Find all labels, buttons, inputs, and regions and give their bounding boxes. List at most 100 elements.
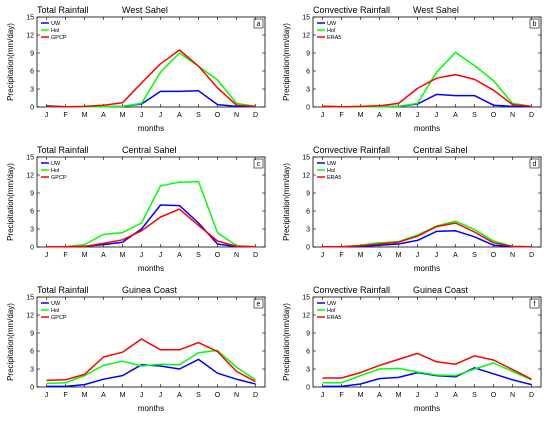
x-tick-label: D: [253, 112, 258, 119]
x-tick-label: J: [159, 252, 163, 259]
panel-letter: b: [533, 21, 537, 28]
plot-frame: [36, 296, 266, 388]
panel-letter-box: [529, 298, 540, 309]
x-tick-label: J: [416, 112, 420, 119]
x-tick-label: N: [234, 112, 239, 119]
y-tick-label: 9: [30, 191, 34, 198]
legend-label-uw: UW: [51, 161, 61, 167]
x-tick-label: J: [140, 252, 144, 259]
x-tick-label: J: [159, 112, 163, 119]
x-tick-label: M: [120, 112, 126, 119]
legend-label-uw: UW: [327, 301, 337, 307]
y-tick-label: 0: [30, 245, 34, 252]
y-tick-label: 6: [306, 209, 310, 216]
panel-a: Total Rainfall West Sahel a 0 3 6 9 12 15 J F M A M J J…: [6, 5, 266, 133]
x-tick-label: S: [196, 252, 201, 259]
x-tick-label: F: [339, 112, 343, 119]
panel-letter: a: [257, 21, 261, 28]
y-tick-label: 12: [26, 313, 34, 320]
y-axis-label: Precipitation(mm/day): [282, 303, 291, 381]
x-tick-label: J: [45, 252, 49, 259]
series-line-uw: [46, 358, 256, 388]
y-tick-label: 6: [306, 349, 310, 356]
series-line-hol: [322, 220, 532, 248]
y-axis-label: Precipitation(mm/day): [282, 163, 291, 241]
y-tick-label: 0: [306, 245, 310, 252]
panel-letter-box: [529, 18, 540, 29]
legend-label-era5: ERA5: [327, 175, 341, 181]
x-tick-label: N: [234, 392, 239, 399]
legend-label-uw: UW: [51, 21, 61, 27]
panel-subtitle: Guinea Coast: [413, 285, 469, 295]
legend-label-uw: UW: [51, 301, 61, 307]
y-tick-label: 6: [30, 349, 34, 356]
y-tick-label: 0: [306, 105, 310, 112]
x-tick-label: A: [177, 252, 182, 259]
x-tick-label: J: [140, 112, 144, 119]
panel-subtitle: Central Sahel: [122, 145, 177, 155]
y-tick-label: 0: [30, 105, 34, 112]
y-tick-label: 3: [306, 87, 310, 94]
legend-label-era5: ERA5: [327, 315, 341, 321]
x-tick-label: A: [101, 392, 106, 399]
x-tick-label: O: [215, 252, 221, 259]
series-line-gpcp: [46, 208, 256, 248]
y-tick-label: 12: [302, 173, 310, 180]
x-tick-label: O: [215, 392, 221, 399]
y-tick-label: 6: [30, 209, 34, 216]
y-tick-label: 0: [306, 385, 310, 392]
x-tick-label: S: [196, 392, 201, 399]
x-tick-label: O: [491, 252, 497, 259]
x-tick-label: N: [510, 112, 515, 119]
x-tick-label: A: [177, 392, 182, 399]
x-tick-label: M: [396, 112, 402, 119]
x-tick-label: S: [472, 392, 477, 399]
y-axis-label: Precipitation(mm/day): [6, 23, 15, 101]
x-tick-label: M: [82, 252, 88, 259]
x-tick-label: A: [377, 112, 382, 119]
x-tick-label: M: [82, 112, 88, 119]
x-tick-label: J: [321, 112, 325, 119]
x-axis-label: months: [138, 404, 164, 413]
x-tick-label: J: [159, 392, 163, 399]
x-tick-label: N: [510, 252, 515, 259]
panel-title: Total Rainfall: [37, 145, 89, 155]
legend-label-gpcp: GPCP: [51, 315, 67, 321]
x-tick-label: M: [396, 392, 402, 399]
x-tick-label: D: [253, 252, 258, 259]
x-tick-label: M: [120, 252, 126, 259]
series-line-hol: [46, 180, 256, 248]
x-tick-label: N: [510, 392, 515, 399]
legend-label-gpcp: GPCP: [51, 35, 67, 41]
y-tick-label: 6: [30, 69, 34, 76]
series-line-uw: [46, 204, 256, 248]
legend-label-gpcp: GPCP: [51, 175, 67, 181]
y-tick-label: 9: [306, 331, 310, 338]
panel-b: Convective Rainfall West Sahel b 0 3 6 9 12 15 J F…: [282, 5, 542, 133]
y-tick-label: 12: [26, 173, 34, 180]
x-tick-label: S: [472, 112, 477, 119]
y-tick-label: 3: [30, 227, 34, 234]
series-line-era5: [322, 73, 532, 108]
panel-letter: c: [257, 161, 261, 168]
y-tick-label: 12: [26, 33, 34, 40]
y-tick-label: 9: [306, 191, 310, 198]
series-line-hol: [46, 52, 256, 108]
y-tick-label: 15: [302, 155, 310, 162]
legend-label-hol: Hol: [327, 168, 335, 174]
x-tick-label: A: [377, 252, 382, 259]
x-tick-label: J: [435, 392, 439, 399]
y-tick-label: 3: [30, 87, 34, 94]
x-tick-label: M: [82, 392, 88, 399]
y-tick-label: 3: [30, 367, 34, 374]
y-axis-label: Precipitation(mm/day): [282, 23, 291, 101]
x-tick-label: J: [435, 112, 439, 119]
legend-label-hol: Hol: [327, 28, 335, 34]
legend-label-uw: UW: [327, 21, 337, 27]
panel-title: Total Rainfall: [37, 285, 89, 295]
x-tick-label: M: [358, 392, 364, 399]
y-tick-label: 9: [30, 51, 34, 58]
series-line-hol: [46, 349, 256, 385]
panel-subtitle: West Sahel: [122, 5, 168, 15]
